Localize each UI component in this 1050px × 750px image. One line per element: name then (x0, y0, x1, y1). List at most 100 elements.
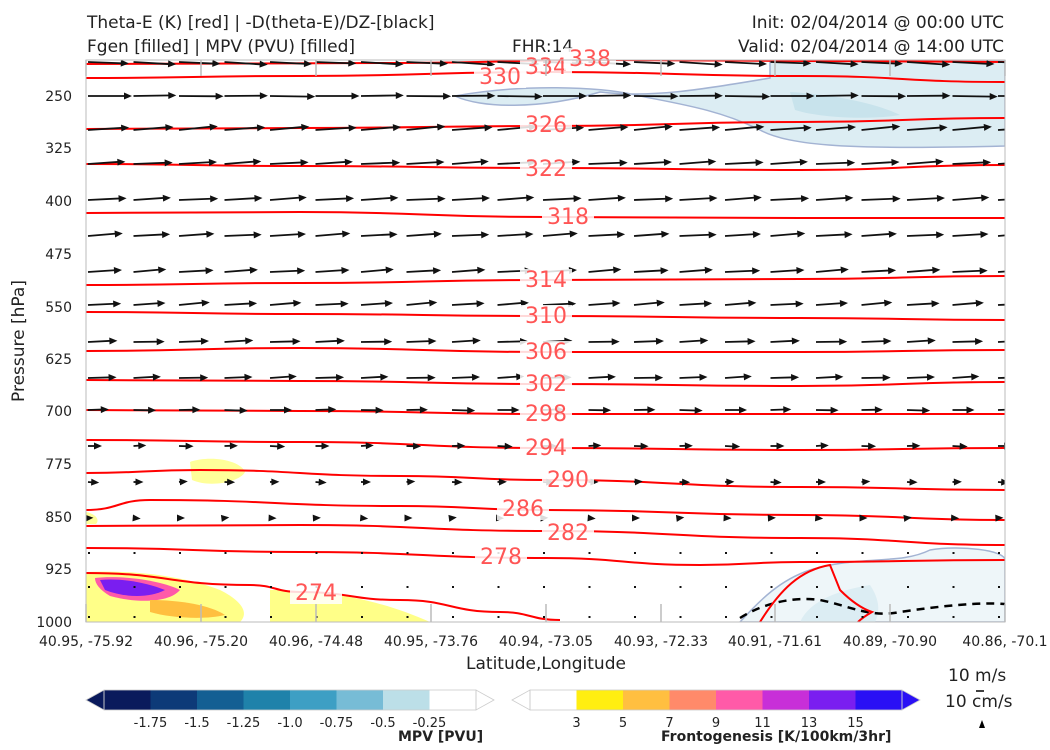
theta-e-label: 286 (502, 497, 544, 522)
wind-arrow-shaft (315, 61, 353, 65)
wind-arrow-head (708, 158, 717, 166)
wind-arrow-head (975, 337, 984, 345)
wind-arrow-shaft (269, 95, 312, 98)
wind-arrow-shaft (178, 232, 211, 237)
theta-e-label-bg (520, 158, 572, 180)
wind-arrow-head (284, 406, 292, 414)
wind-arrow-dot (361, 616, 363, 618)
wind-arrow-head (395, 92, 404, 100)
wind-arrow-head (158, 266, 167, 274)
wind-arrow-head (932, 266, 941, 274)
colorbar-label: -0.75 (320, 716, 354, 731)
wind-arrow-shaft (770, 232, 802, 237)
wind-arrow-shaft (724, 125, 761, 131)
wind-arrow-shaft (451, 302, 481, 306)
wind-arrow-head (380, 373, 389, 381)
wind-arrow-shaft (87, 339, 114, 343)
wind-arrow-dot (816, 616, 818, 618)
wind-arrow-head (953, 478, 962, 486)
colorbar-swatch (150, 690, 198, 710)
wind-arrow-head (254, 194, 263, 202)
wind-arrow-dot (634, 616, 636, 618)
wind-arrow-head (301, 123, 310, 131)
wind-arrow-head (776, 442, 785, 450)
wind-arrow-head (192, 406, 201, 414)
wind-arrow-shaft (406, 161, 441, 165)
wind-arrow-shaft (224, 197, 259, 201)
theta-e-label: 294 (525, 436, 567, 461)
wind-arrow-head (419, 406, 428, 414)
wind-arrow-head (850, 92, 859, 100)
wind-arrow-head (783, 406, 792, 414)
colorbar-swatch (290, 690, 337, 710)
wind-arrow-shaft (906, 339, 932, 343)
wind-arrow-head (351, 92, 360, 100)
wind-arrow-head (752, 230, 761, 238)
wind-arrow-head (118, 195, 127, 203)
wind-arrow-shaft (906, 61, 947, 66)
wind-arrow-head (1027, 159, 1035, 166)
wind-arrow-head (986, 60, 995, 68)
wind-arrow-head (336, 373, 345, 381)
wind-arrow-shaft (724, 196, 758, 201)
wind-arrow-head (936, 194, 945, 202)
wind-arrow-head (427, 374, 436, 382)
wind-arrow-shaft (315, 160, 349, 165)
x-tick-label: 40.96, -74.48 (269, 634, 363, 650)
wind-arrow-head (966, 406, 975, 414)
colorbar-label: 7 (665, 716, 673, 731)
wind-arrow-dot (315, 552, 318, 554)
wind-arrow-head (884, 299, 893, 307)
wind-arrow-head (298, 194, 307, 202)
wind-arrow-head (647, 406, 656, 414)
wind-arrow-head (796, 266, 805, 274)
wind-arrow-shaft (815, 233, 849, 237)
x-axis-ticks: 40.95, -75.92 40.96, -75.20 40.96, -74.48 4… (39, 60, 1048, 650)
wind-arrow-shaft (87, 197, 123, 201)
wind-arrow-head (389, 231, 398, 239)
wind-arrow-head (407, 478, 416, 486)
wind-arrow-shaft (360, 196, 395, 201)
wind-arrow-shaft (224, 376, 249, 379)
theta-e-label: 322 (525, 157, 567, 182)
wind-arrow-head (950, 514, 960, 522)
wind-arrow-head (1019, 338, 1027, 345)
wind-arrow-head (498, 478, 507, 486)
wind-arrow-dot (133, 552, 136, 554)
wind-key: 10 m/s 10 cm/s (945, 666, 1013, 728)
wind-arrow-shaft (315, 302, 345, 306)
wind-arrow-head (704, 266, 713, 274)
wind-arrow-head (711, 124, 721, 132)
wind-arrow-head (773, 478, 782, 486)
wind-arrow-shaft (906, 268, 937, 273)
wind-arrow-head (982, 159, 992, 167)
wind-arrow-head (845, 194, 854, 202)
wind-arrow-shaft (997, 408, 1005, 411)
wind-arrow-shaft (133, 161, 169, 165)
wind-arrow-shaft (224, 339, 250, 343)
wind-arrow-head (661, 230, 670, 238)
wind-arrow-shaft (87, 376, 113, 379)
wind-arrow-dot (952, 552, 955, 554)
wind-arrow-head (413, 442, 422, 450)
wind-arrow-head (806, 92, 815, 100)
wind-arrow-shaft (861, 232, 893, 237)
wind-arrow-shaft (770, 126, 808, 131)
wind-arrow-shaft (87, 160, 122, 165)
wind-arrow-head (206, 230, 215, 238)
wind-arrow-head (121, 124, 130, 132)
theta-e-label: 326 (525, 113, 567, 138)
wind-arrow-shaft (952, 61, 991, 65)
wind-arrow-dot (725, 552, 727, 554)
wind-arrow-head (767, 514, 776, 522)
wind-arrow-shaft (633, 301, 661, 306)
wind-arrow-head (874, 406, 883, 414)
fgen-colorbar-title: Frontogenesis [K/100km/3hr] (661, 729, 891, 745)
colorbar-label: -1.0 (277, 716, 302, 731)
wind-arrow-head (365, 442, 374, 450)
wind-arrow-shaft (588, 126, 625, 131)
wind-arrow-head (384, 300, 393, 307)
wind-arrow-head (487, 92, 496, 100)
wind-arrow-shaft (269, 340, 297, 343)
y-tick-label: 475 (45, 247, 72, 263)
